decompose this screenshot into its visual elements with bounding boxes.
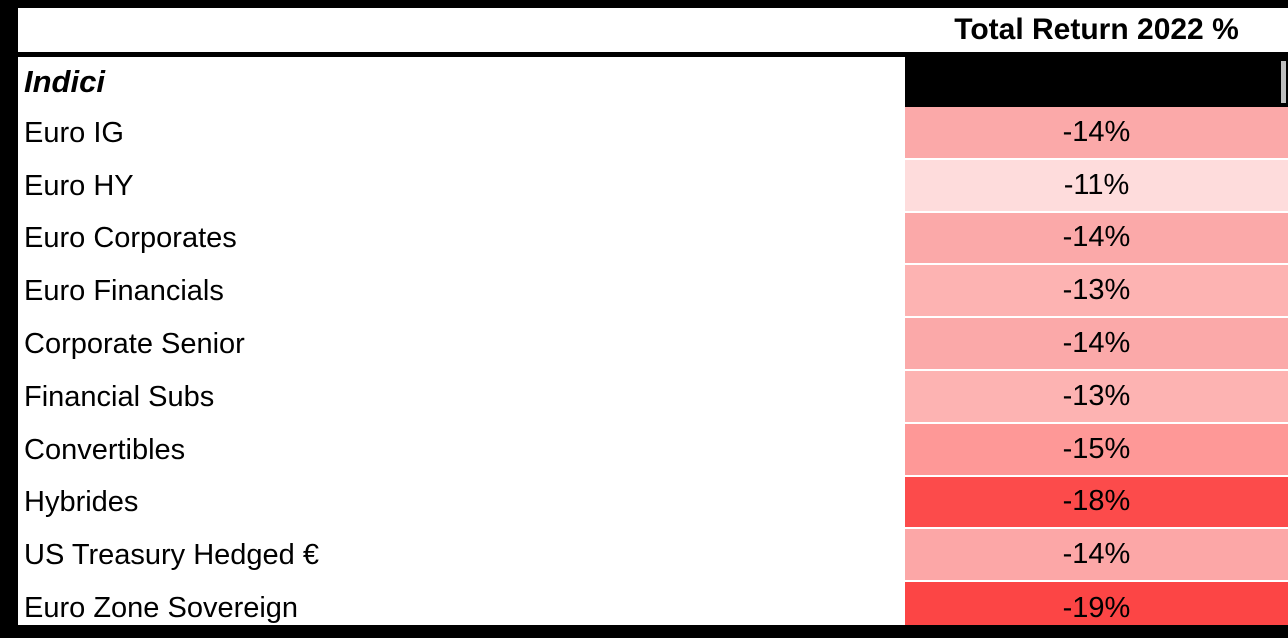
table-row: Convertibles -15% <box>18 423 1288 477</box>
group-value-cell-black <box>905 57 1288 107</box>
table-row: Financial Subs -13% <box>18 370 1288 424</box>
table-row: Euro Financials -13% <box>18 265 1288 319</box>
gray-sliver-artifact <box>1281 61 1286 103</box>
table-row: Euro HY -11% <box>18 159 1288 213</box>
row-label: Euro HY <box>18 159 905 213</box>
group-label: Indici <box>24 64 105 99</box>
table-top-border <box>0 0 1288 8</box>
row-label: Hybrides <box>18 476 905 530</box>
row-value: -13% <box>905 265 1288 319</box>
table-row: Corporate Senior -14% <box>18 318 1288 371</box>
row-value: -14% <box>905 107 1288 160</box>
table-bottom-border <box>0 625 1288 638</box>
row-label: Financial Subs <box>18 370 905 424</box>
header-spacer <box>18 8 905 52</box>
row-value: -14% <box>905 318 1288 371</box>
table-body: Euro IG -14% Euro HY -11% Euro Corporate… <box>18 107 1288 635</box>
header-divider <box>18 52 1288 57</box>
row-value: -13% <box>905 370 1288 424</box>
row-label: Corporate Senior <box>18 318 905 371</box>
table-row: Euro Corporates -14% <box>18 212 1288 266</box>
row-label: Euro Financials <box>18 265 905 319</box>
row-value: -18% <box>905 476 1288 530</box>
row-value: -11% <box>905 159 1288 213</box>
header-row: Total Return 2022 % <box>18 8 1288 52</box>
row-value: -14% <box>905 529 1288 583</box>
row-value: -15% <box>905 423 1288 477</box>
row-label: Euro Corporates <box>18 212 905 266</box>
group-row: Indici <box>18 57 1288 107</box>
value-column-header: Total Return 2022 % <box>954 13 1239 46</box>
table-row: US Treasury Hedged € -14% <box>18 529 1288 583</box>
row-label: US Treasury Hedged € <box>18 529 905 583</box>
table-row: Hybrides -18% <box>18 476 1288 530</box>
row-value: -14% <box>905 212 1288 266</box>
row-label: Convertibles <box>18 423 905 477</box>
table-left-border <box>0 0 18 638</box>
table-row: Euro IG -14% <box>18 107 1288 160</box>
row-label: Euro IG <box>18 107 905 160</box>
